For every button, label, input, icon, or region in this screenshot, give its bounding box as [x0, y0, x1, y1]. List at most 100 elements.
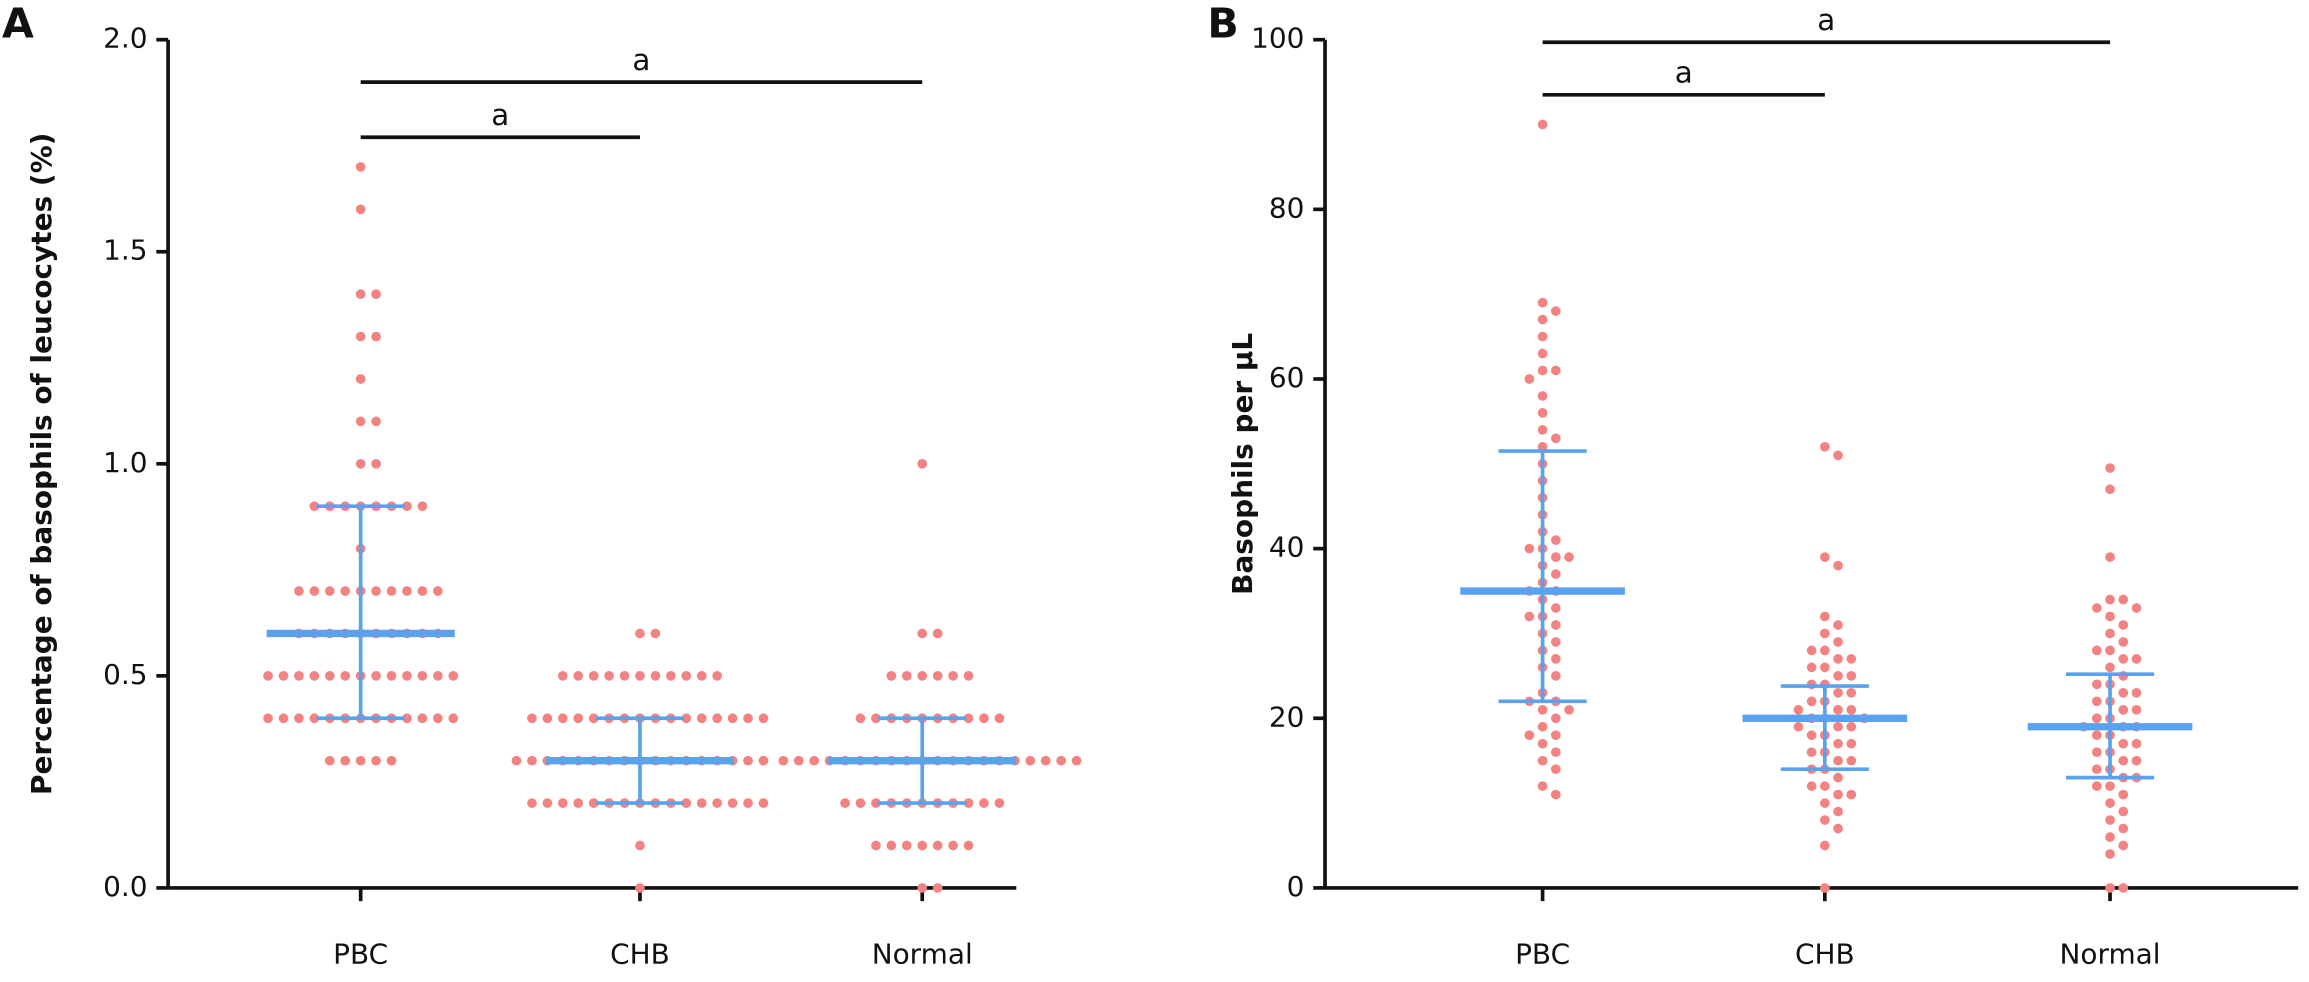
data-dot	[2118, 755, 2129, 766]
data-dot	[1819, 840, 1830, 851]
data-dot	[650, 671, 661, 681]
data-dot	[2091, 713, 2102, 724]
data-dot	[2118, 637, 2129, 647]
data-dot	[1833, 704, 1843, 715]
data-dot	[1537, 408, 1548, 418]
data-dot	[1833, 721, 1843, 732]
data-dot	[712, 713, 723, 724]
data-dot	[294, 586, 304, 596]
data-dot	[1819, 611, 1830, 622]
data-dot	[2105, 849, 2115, 859]
data-dot	[1819, 645, 1830, 656]
y-tick-label: 20	[1269, 700, 1305, 733]
data-dot	[278, 713, 289, 724]
data-dot	[527, 798, 537, 808]
data-dot	[855, 798, 866, 808]
data-dot	[1833, 687, 1843, 698]
data-dot	[371, 586, 381, 596]
panel-label: B	[1207, 0, 1238, 47]
data-dot	[417, 501, 428, 512]
data-dot	[294, 671, 304, 681]
x-tick-label: PBC	[333, 938, 388, 971]
data-dot	[371, 755, 381, 766]
data-dot	[696, 798, 707, 808]
data-dot	[1833, 450, 1843, 461]
data-dot	[557, 713, 568, 724]
data-dot	[2118, 789, 2129, 800]
data-dot	[2105, 798, 2115, 808]
data-dot	[901, 671, 912, 681]
data-dot	[635, 671, 645, 681]
data-dot	[1833, 755, 1843, 766]
data-dot	[263, 713, 273, 724]
data-dot	[448, 713, 459, 724]
y-axis-title: Basophils per μL	[1226, 333, 1259, 595]
data-dot	[917, 458, 928, 469]
data-dot	[1550, 789, 1561, 800]
data-dot	[386, 755, 397, 766]
y-tick-label: 0.5	[103, 658, 147, 691]
data-dot	[402, 586, 412, 596]
data-dot	[278, 671, 289, 681]
x-tick-label: Normal	[2060, 938, 2161, 971]
data-dot	[1833, 620, 1843, 630]
data-dot	[542, 713, 553, 724]
data-dot	[2118, 840, 2129, 851]
data-dot	[2105, 883, 2115, 893]
data-dot	[917, 840, 928, 851]
data-dot	[1537, 119, 1548, 130]
data-dot	[2105, 645, 2115, 656]
data-dot	[340, 586, 351, 596]
data-dot	[2105, 463, 2115, 473]
significance-label: a	[491, 98, 509, 132]
data-dot	[324, 671, 335, 681]
data-dot	[1564, 552, 1574, 562]
data-dot	[1537, 704, 1548, 715]
data-dot	[2131, 654, 2142, 664]
data-dot	[1550, 552, 1561, 562]
x-tick-label: CHB	[1795, 938, 1855, 971]
data-dot	[758, 713, 769, 724]
data-dot	[886, 840, 897, 851]
data-dot	[948, 840, 958, 851]
data-dot	[778, 755, 789, 766]
data-dot	[588, 713, 599, 724]
data-dot	[1806, 662, 1817, 673]
data-dot	[1819, 798, 1830, 808]
data-dot	[871, 713, 881, 724]
data-dot	[542, 798, 553, 808]
data-dot	[2105, 815, 2115, 825]
data-dot	[371, 331, 381, 342]
data-dot	[2131, 738, 2142, 749]
data-dot	[2131, 755, 2142, 766]
data-dot	[932, 671, 943, 681]
data-dot	[2091, 696, 2102, 707]
data-dot	[371, 671, 381, 681]
data-dot	[432, 671, 443, 681]
y-tick-label: 40	[1269, 531, 1305, 564]
data-dot	[2091, 730, 2102, 741]
data-dot	[712, 798, 723, 808]
data-dot	[963, 798, 974, 808]
data-dot	[371, 289, 381, 300]
data-dot	[1550, 671, 1561, 681]
data-dot	[2118, 654, 2129, 664]
data-dot	[2091, 679, 2102, 690]
data-dot	[963, 713, 974, 724]
significance-label: a	[1675, 56, 1693, 90]
data-dot	[573, 671, 584, 681]
data-dot	[2105, 552, 2115, 562]
data-dot	[1537, 314, 1548, 325]
data-dot	[371, 458, 381, 469]
y-tick-label: 60	[1269, 361, 1305, 394]
x-tick-label: CHB	[610, 938, 670, 971]
data-dot	[2131, 603, 2142, 613]
data-dot	[1806, 645, 1817, 656]
data-dot	[2118, 823, 2129, 834]
data-dot	[1056, 755, 1067, 766]
y-tick-label: 100	[1251, 22, 1304, 55]
data-dot	[871, 798, 881, 808]
data-dot	[1793, 721, 1804, 732]
data-dot	[355, 755, 366, 766]
data-dot	[2091, 781, 2102, 791]
